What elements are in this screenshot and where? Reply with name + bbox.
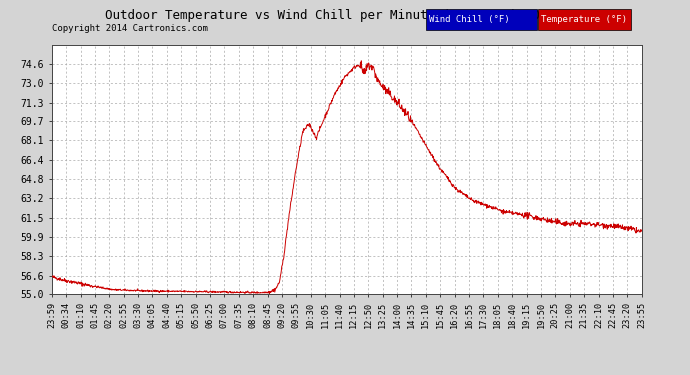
Text: Outdoor Temperature vs Wind Chill per Minute (24 Hours) 20140925: Outdoor Temperature vs Wind Chill per Mi… xyxy=(105,9,585,22)
Text: Copyright 2014 Cartronics.com: Copyright 2014 Cartronics.com xyxy=(52,24,208,33)
Text: Wind Chill (°F): Wind Chill (°F) xyxy=(429,15,510,24)
Text: Temperature (°F): Temperature (°F) xyxy=(541,15,627,24)
